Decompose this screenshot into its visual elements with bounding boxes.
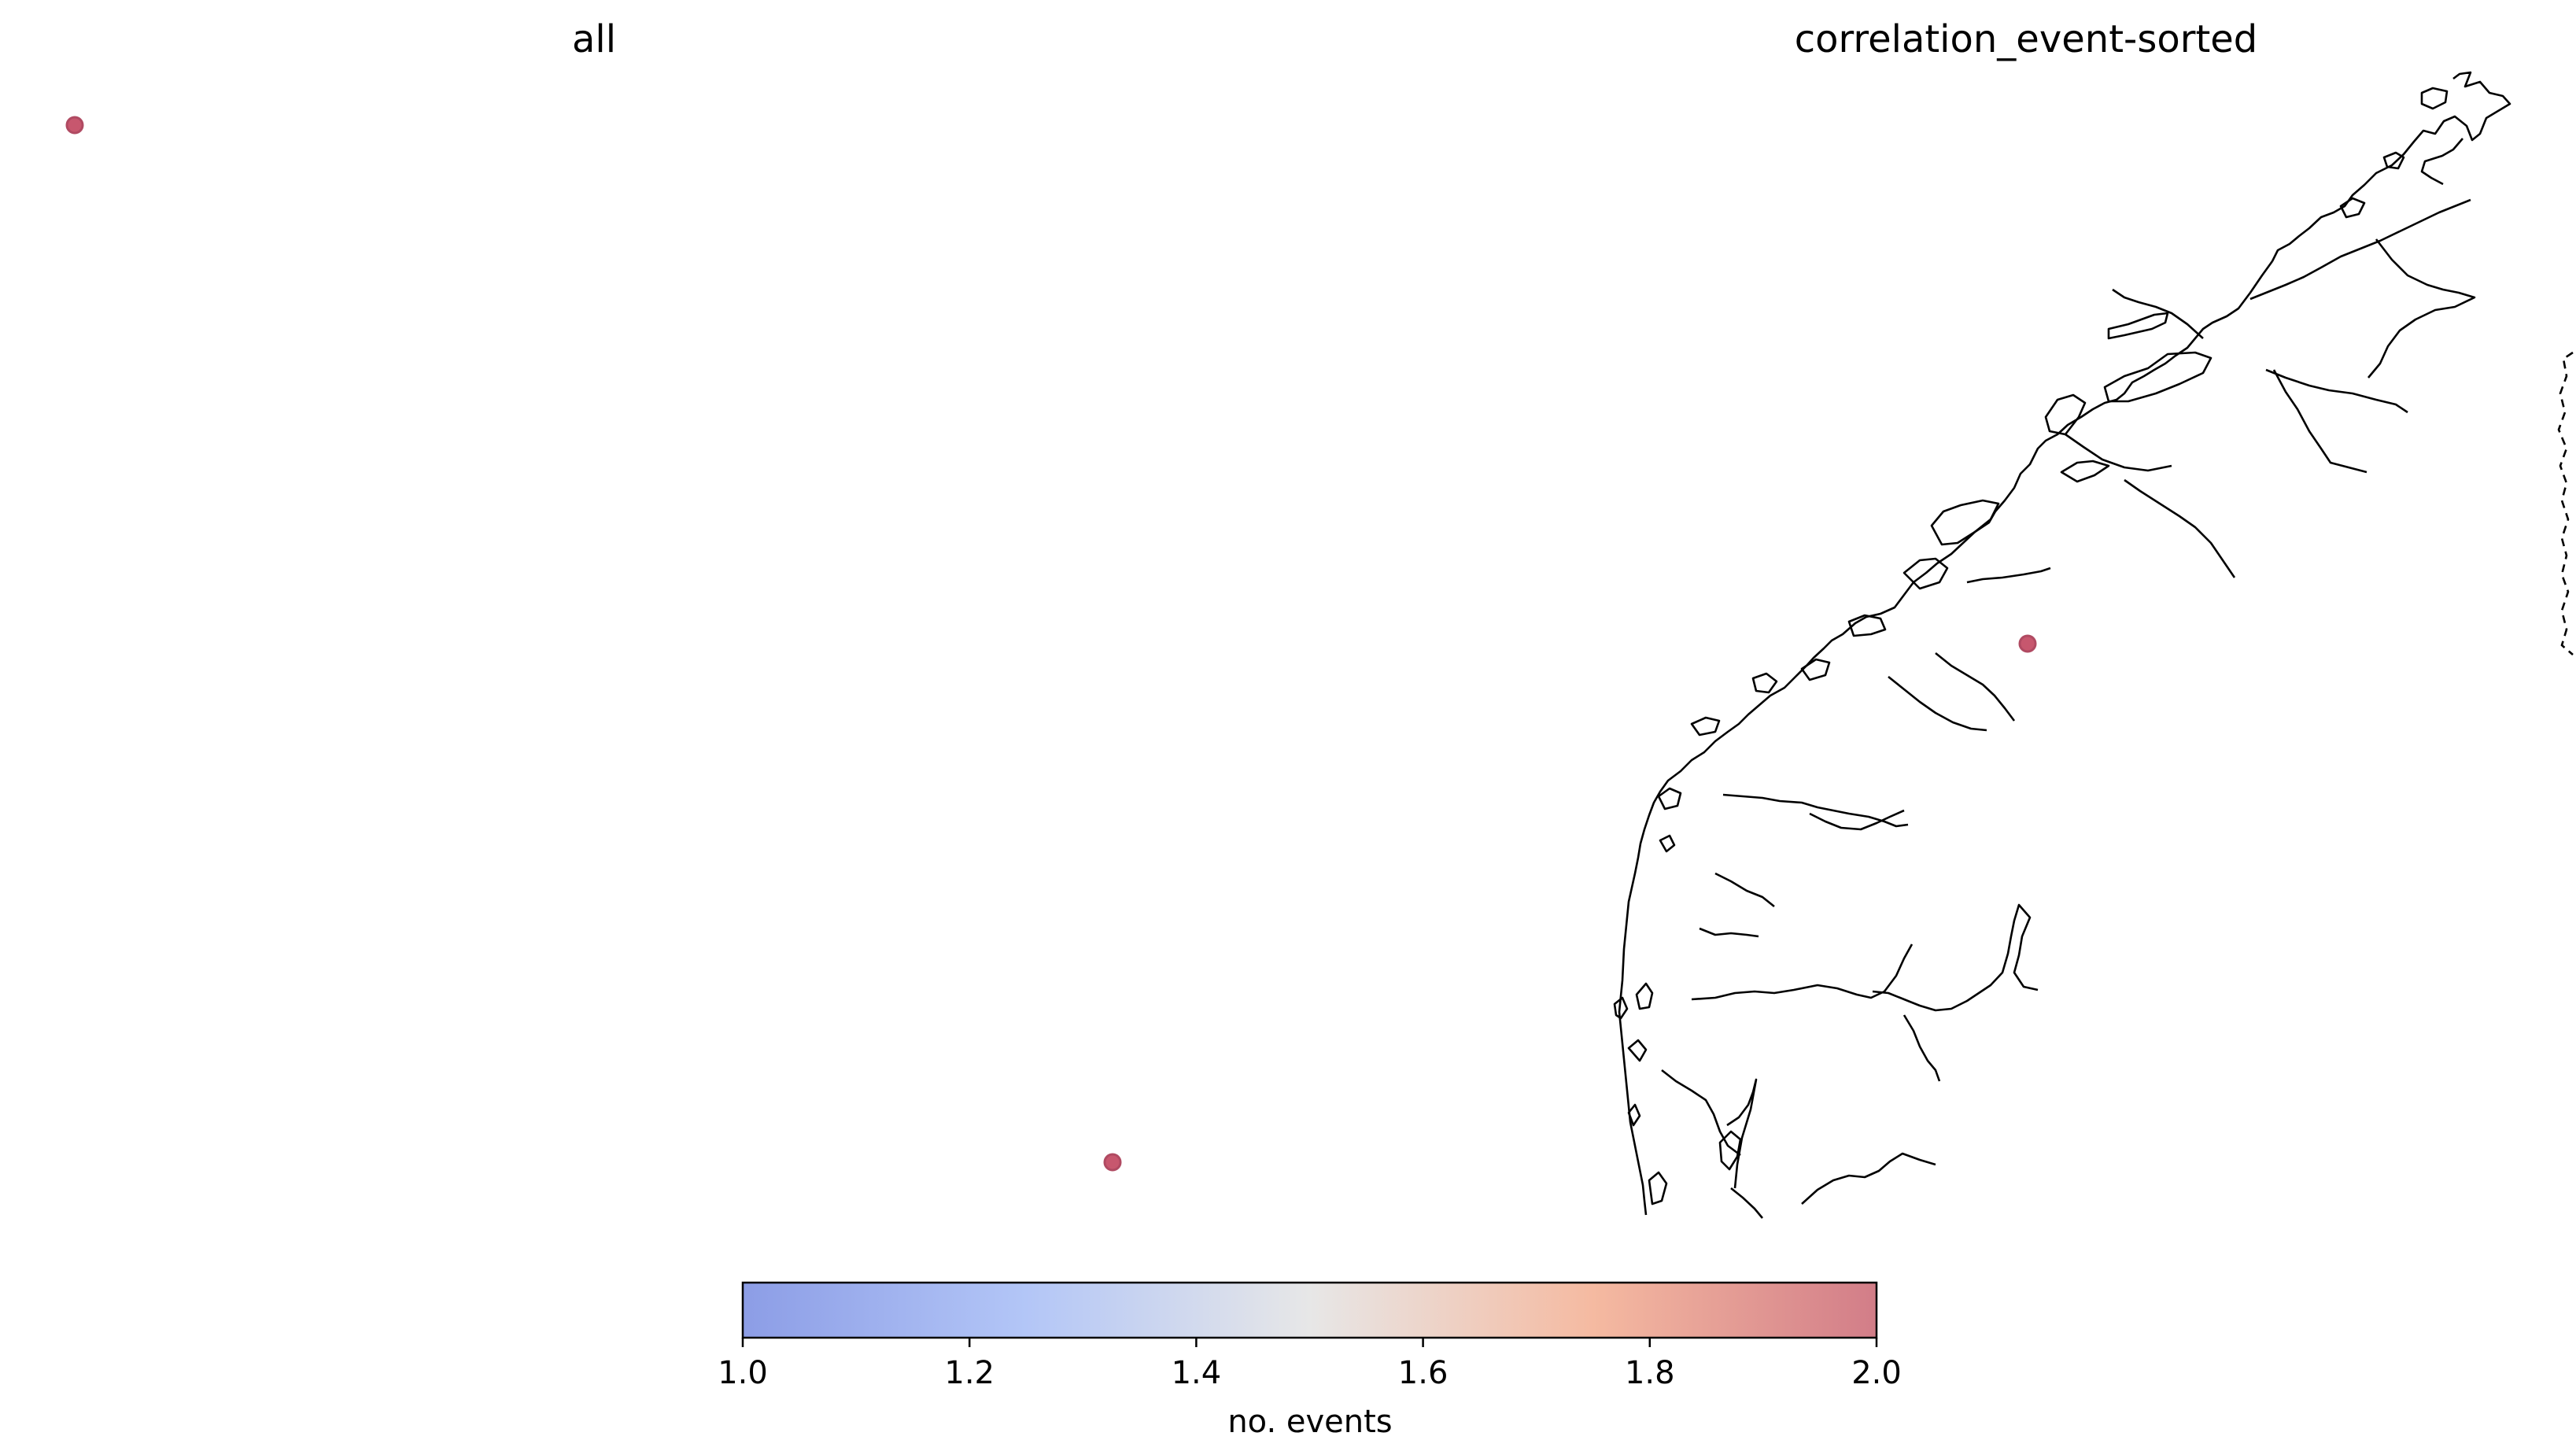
fjord-2 — [2249, 198, 2471, 301]
event-point — [65, 116, 84, 135]
fjord-18 — [1902, 1014, 1941, 1082]
fjord-14 — [1714, 872, 1775, 908]
island-3 — [2339, 197, 2366, 219]
fjord-19 — [1661, 1069, 1741, 1157]
colorbar-ticks: 1.0 1.2 1.4 1.6 1.8 2.0 — [718, 1338, 1902, 1391]
island-10 — [1847, 614, 1887, 637]
fjord-1 — [2420, 138, 2463, 186]
coastline-south — [1618, 665, 1807, 1216]
coastline-mid — [1806, 260, 2274, 666]
fjord-22 — [1730, 1187, 1763, 1219]
island-7 — [2060, 460, 2110, 483]
colorbar-tick-label: 1.8 — [1625, 1355, 1675, 1391]
colorbar-tick-label: 2.0 — [1851, 1355, 1902, 1391]
island-15 — [1659, 834, 1676, 853]
island-16 — [1635, 982, 1654, 1010]
map-canvas — [65, 71, 2574, 1219]
island-9 — [1902, 557, 1949, 590]
island-2 — [2382, 151, 2405, 170]
event-point — [1103, 1153, 1122, 1172]
coastline-north — [2271, 71, 2511, 262]
island-19 — [1627, 1103, 1641, 1127]
island-20 — [1718, 1130, 1742, 1171]
colorbar-tick-label: 1.6 — [1398, 1355, 1449, 1391]
island-18 — [1627, 1039, 1648, 1062]
island-6 — [2044, 393, 2087, 436]
island-8 — [1930, 499, 2000, 546]
colorbar-body — [741, 1281, 1878, 1339]
island-21 — [1648, 1171, 1668, 1205]
island-14 — [1657, 787, 1682, 810]
fjord-4 — [2265, 368, 2408, 414]
fjord-16 — [1691, 943, 1914, 1001]
island-1 — [2420, 87, 2449, 110]
fjord-5 — [2272, 369, 2367, 474]
fjord-11 — [1888, 675, 1987, 732]
island-4 — [2107, 312, 2169, 340]
fjord-9 — [1966, 567, 2051, 584]
fjord-7 — [2124, 478, 2236, 578]
coastline-layer — [1613, 71, 2511, 1219]
fjord-20 — [1726, 1078, 1758, 1189]
island-11 — [1800, 658, 1831, 681]
island-13 — [1690, 716, 1721, 737]
event-point — [2018, 634, 2037, 653]
panel-title-all: all — [571, 17, 617, 61]
fjord-13 — [1809, 809, 1905, 831]
fjord-10 — [1935, 652, 2016, 722]
national-border — [2557, 351, 2574, 655]
island-17 — [1613, 996, 1629, 1020]
colorbar-tick-label: 1.0 — [718, 1355, 768, 1391]
fjord-17 — [1872, 903, 2039, 1012]
fjord-3 — [2367, 238, 2476, 378]
panel-title-correlation-event-sorted: correlation_event-sorted — [1794, 17, 2258, 61]
fjord-6 — [2112, 288, 2204, 339]
fjord-21 — [1801, 1152, 1936, 1205]
colorbar-tick-label: 1.2 — [944, 1355, 995, 1391]
island-5 — [2103, 351, 2212, 403]
island-12 — [1751, 672, 1778, 694]
colorbar-tick-label: 1.4 — [1172, 1355, 1222, 1391]
fjord-12 — [1722, 793, 1909, 828]
fjord-8 — [2065, 433, 2172, 472]
colorbar-label: no. events — [1227, 1404, 1392, 1440]
event-points-layer — [65, 116, 2037, 1172]
fjord-15 — [1699, 927, 1759, 938]
